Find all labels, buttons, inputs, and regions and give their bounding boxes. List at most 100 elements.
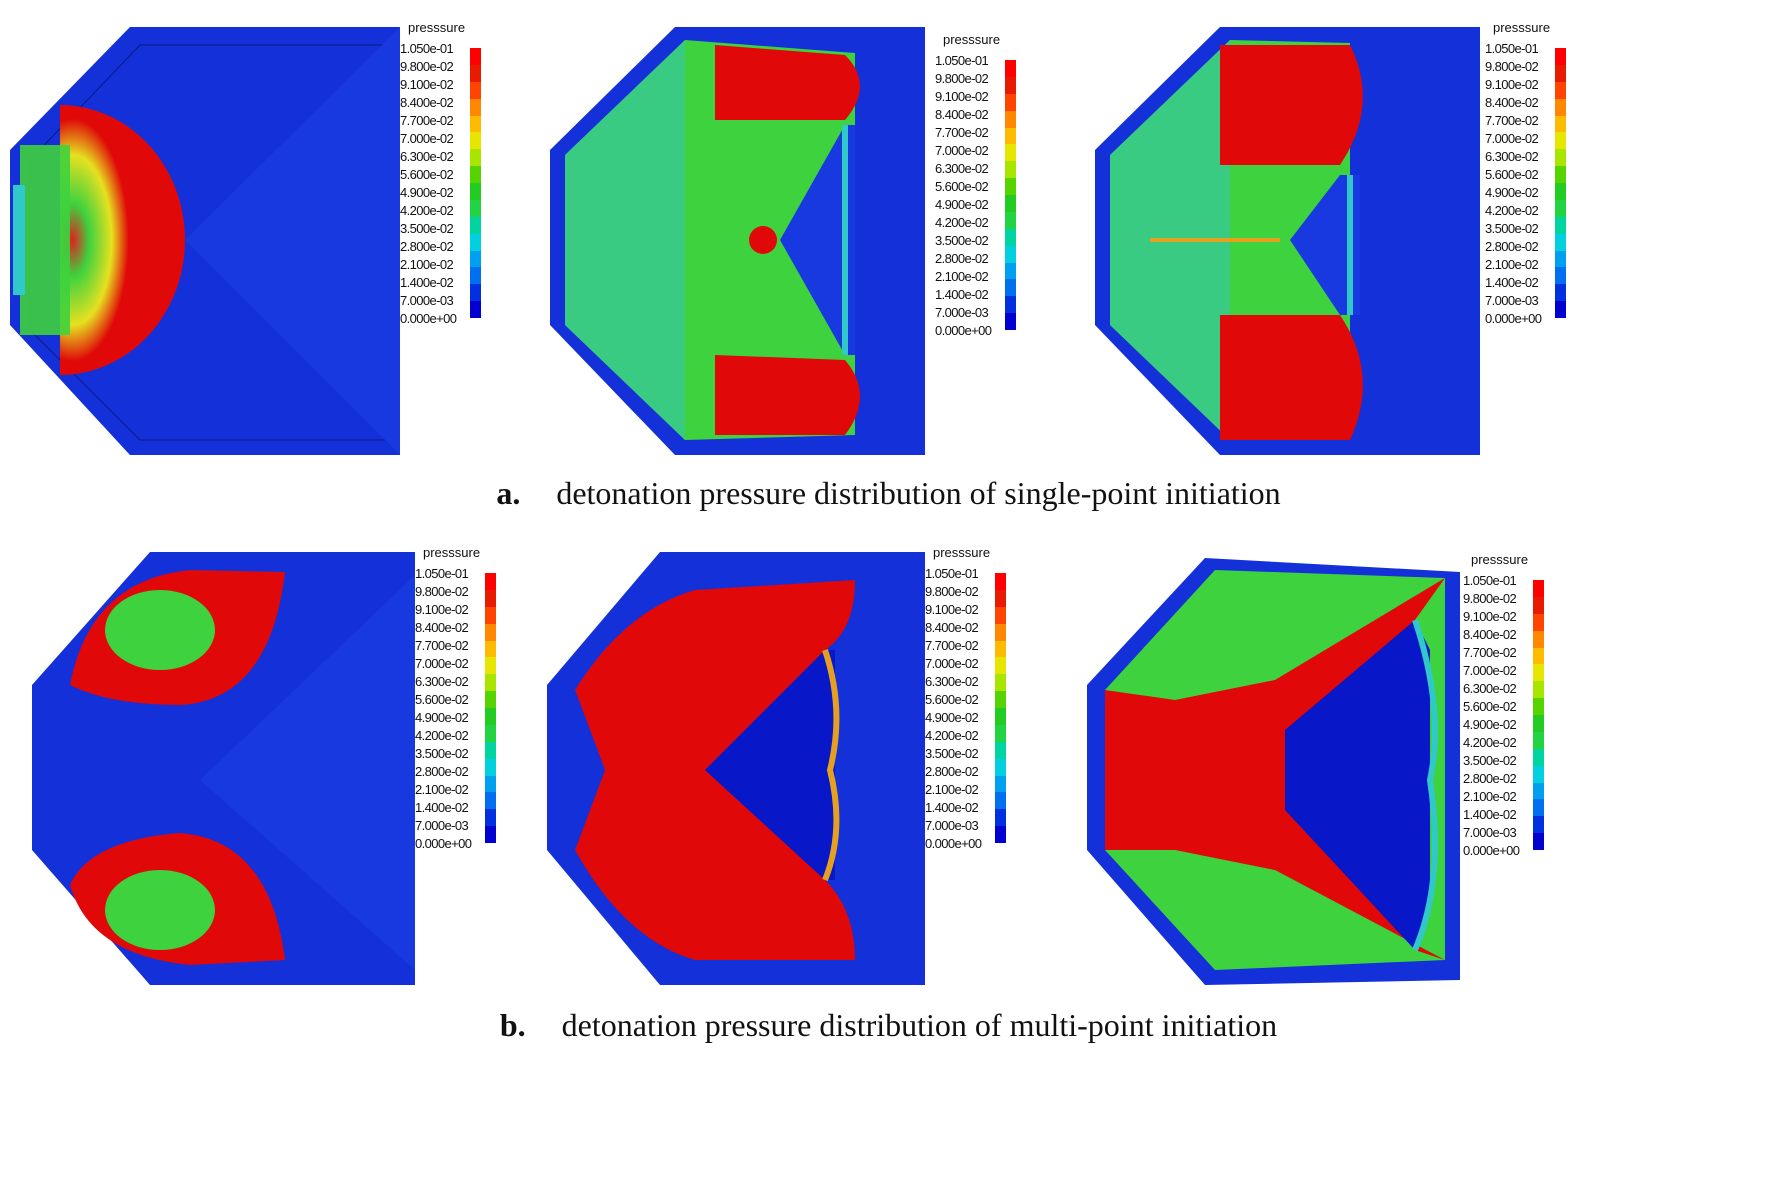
legend-color-swatch [1005, 127, 1016, 145]
legend-color-swatch [1005, 144, 1016, 162]
sim-b3 [1087, 558, 1460, 985]
legend-tick-label: 2.800e-02 [415, 764, 469, 779]
sim-a2 [550, 27, 925, 455]
legend-color-swatch [995, 623, 1006, 641]
caption-b-label: b. [499, 1007, 526, 1043]
legend-tick-label: 6.300e-02 [415, 674, 469, 689]
legend-color-swatch [995, 606, 1006, 624]
legend-color-swatch [1533, 698, 1544, 715]
legend-tick-label: 2.100e-02 [415, 782, 469, 797]
legend-color-swatch [470, 267, 481, 285]
legend-color-swatch [1533, 731, 1544, 749]
legend-color-swatch [485, 640, 496, 658]
legend-color-swatch [1555, 64, 1566, 82]
legend-tick-label: 7.000e-03 [400, 293, 454, 308]
legend-tick-label: 3.500e-02 [1463, 753, 1517, 768]
legend-color-swatch [1005, 262, 1016, 280]
legend-color-swatch [485, 691, 496, 708]
caption-a-text: detonation pressure distribution of sing… [556, 475, 1281, 511]
legend-tick-label: 4.200e-02 [925, 728, 979, 743]
legend-color-swatch [1005, 161, 1016, 179]
legend-color-swatch [995, 792, 1006, 810]
legend-color-swatch [1533, 630, 1544, 648]
legend-color-bar [1533, 580, 1544, 880]
legend-color-swatch [1533, 681, 1544, 699]
legend-tick-label: 1.400e-02 [1485, 275, 1539, 290]
panel-a2: presssure 1.050e-01 9.800e-02 9.100e-02 8.40… [545, 25, 1085, 535]
legend-color-swatch [470, 199, 481, 217]
legend-color-swatch [470, 132, 481, 150]
legend-color-swatch [485, 708, 496, 725]
legend-color-swatch [1005, 313, 1016, 330]
legend-tick-label: 1.050e-01 [925, 566, 979, 581]
legend-tick-label: 2.100e-02 [400, 257, 454, 272]
legend-color-swatch [1533, 748, 1544, 766]
legend-tick-label: 6.300e-02 [1485, 149, 1539, 164]
legend-color-swatch [995, 589, 1006, 607]
legend-tick-label: 2.100e-02 [935, 269, 989, 284]
caption-b-text: detonation pressure distribution of mult… [561, 1007, 1278, 1043]
legend-tick-label: 4.200e-02 [400, 203, 454, 218]
legend-tick-label: 3.500e-02 [925, 746, 979, 761]
legend-tick-label: 9.100e-02 [1463, 609, 1517, 624]
panel-a1: presssure 1.050e-01 9.800e-02 9.100e-02 8.40… [5, 20, 545, 535]
legend-color-swatch [470, 166, 481, 183]
legend-color-bar [470, 48, 481, 348]
legend-tick-label: 7.000e-02 [925, 656, 979, 671]
legend-tick-label: 1.400e-02 [935, 287, 989, 302]
legend-tick-label: 7.700e-02 [400, 113, 454, 128]
legend-tick-label: 7.700e-02 [1463, 645, 1517, 660]
legend-tick-label: 5.600e-02 [935, 179, 989, 194]
legend-color-swatch [485, 809, 496, 827]
legend-color-swatch [1533, 833, 1544, 850]
legend-title: presssure [943, 32, 1001, 47]
legend-color-swatch [1555, 183, 1566, 200]
legend-tick-label: 0.000e+00 [415, 836, 472, 851]
legend-color-swatch [485, 826, 496, 843]
legend-tick-label: 1.050e-01 [1485, 41, 1539, 56]
legend-tick-label: 5.600e-02 [400, 167, 454, 182]
legend-color-swatch [1533, 664, 1544, 682]
legend-tick-label: 4.900e-02 [1485, 185, 1539, 200]
legend-color-swatch [1555, 48, 1566, 65]
legend-color-swatch [995, 809, 1006, 827]
legend-tick-label: 7.000e-02 [400, 131, 454, 146]
legend-color-swatch [1005, 60, 1016, 77]
legend-tick-label: 7.700e-02 [925, 638, 979, 653]
caption-a: a. detonation pressure distribution of si… [0, 475, 1777, 512]
legend-color-swatch [485, 589, 496, 607]
legend-color-swatch [470, 149, 481, 167]
legend-tick-label: 7.000e-02 [1485, 131, 1539, 146]
legend-color-swatch [1005, 279, 1016, 297]
legend-tick-label: 9.800e-02 [925, 584, 979, 599]
legend-tick-label: 7.000e-02 [1463, 663, 1517, 678]
legend-color-swatch [1533, 715, 1544, 732]
legend-tick-label: 9.100e-02 [935, 89, 989, 104]
legend-color-swatch [1533, 613, 1544, 631]
legend-tick-label: 2.800e-02 [1485, 239, 1539, 254]
legend-tick-label: 4.900e-02 [925, 710, 979, 725]
legend-color-swatch [485, 741, 496, 759]
legend-tick-label: 8.400e-02 [1485, 95, 1539, 110]
legend-color-swatch [1555, 233, 1566, 251]
legend-color-swatch [1005, 195, 1016, 212]
legend-title: presssure [408, 20, 466, 35]
legend-tick-label: 9.800e-02 [1485, 59, 1539, 74]
legend-tick-label: 5.600e-02 [1485, 167, 1539, 182]
legend-color-swatch [1555, 301, 1566, 318]
panel-b1: presssure 1.050e-01 9.800e-02 9.100e-02 8.40… [30, 545, 570, 1060]
legend-color-swatch [1005, 110, 1016, 128]
legend-color-swatch [470, 216, 481, 234]
legend-tick-label: 8.400e-02 [400, 95, 454, 110]
legend-color-swatch [1005, 178, 1016, 195]
legend-tick-label: 0.000e+00 [400, 311, 457, 326]
legend-color-swatch [1555, 115, 1566, 133]
legend-tick-label: 4.200e-02 [935, 215, 989, 230]
legend-tick-label: 1.400e-02 [925, 800, 979, 815]
legend-tick-label: 9.800e-02 [935, 71, 989, 86]
legend-tick-label: 4.200e-02 [1485, 203, 1539, 218]
legend-tick-label: 2.100e-02 [925, 782, 979, 797]
legend-color-swatch [1005, 228, 1016, 246]
legend-tick-label: 1.050e-01 [935, 53, 989, 68]
legend-color-swatch [1555, 216, 1566, 234]
